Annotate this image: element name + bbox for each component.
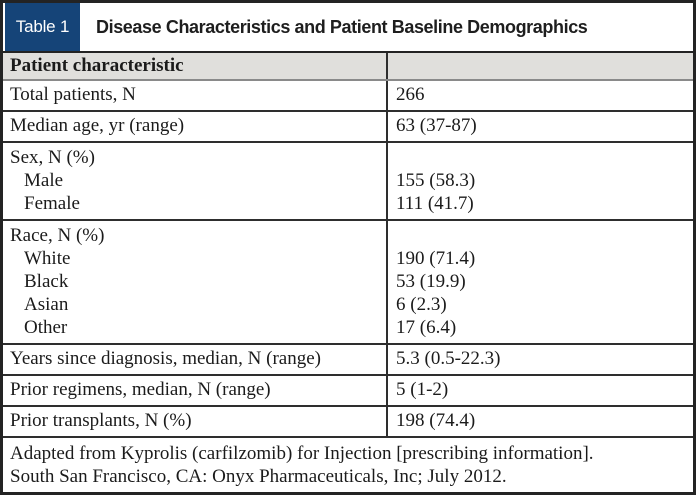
row-value: 63 (37-87) [396, 115, 477, 136]
table-row: Median age, yr (range) 63 (37-87) [3, 112, 693, 143]
footnote-line-1: Adapted from Kyprolis (carfilzomib) for … [10, 443, 594, 464]
subrow-label: White [24, 248, 71, 269]
column-header-row: Patient characteristic [3, 53, 693, 81]
subrow-label: Asian [24, 294, 69, 315]
table-row: Total patients, N 266 [3, 81, 693, 112]
row-value-group: 190 (71.4) 53 (19.9) 6 (2.3) 17 (6.4) [388, 221, 693, 343]
subrow-label: Other [24, 317, 68, 338]
row-value: 5.3 (0.5-22.3) [396, 348, 501, 369]
row-label-group: Race, N (%) White Black Asian Other [3, 221, 388, 343]
row-value: 266 [396, 84, 425, 105]
group-value-spacer [396, 224, 693, 247]
subrow-label: Female [24, 193, 80, 214]
group-label: Sex, N (%) [10, 147, 95, 168]
footnote-line-2: South San Francisco, CA: Onyx Pharmaceut… [10, 466, 507, 487]
row-label: Years since diagnosis, median, N (range) [3, 345, 388, 374]
row-label-group: Sex, N (%) Male Female [3, 143, 388, 219]
table-row: Prior transplants, N (%) 198 (74.4) [3, 407, 693, 438]
table-number-badge: Table 1 [5, 3, 80, 51]
table-footnote: Adapted from Kyprolis (carfilzomib) for … [3, 438, 693, 492]
table-title-band: Table 1 Disease Characteristics and Pati… [3, 3, 693, 53]
subrow-label: Black [24, 271, 69, 292]
row-label: Total patients, N [3, 81, 388, 110]
row-value: 5 (1-2) [396, 379, 449, 400]
column-header-value [388, 53, 693, 79]
table-title: Disease Characteristics and Patient Base… [96, 16, 588, 37]
subrow-value: 111 (41.7) [396, 193, 474, 214]
row-label: Prior transplants, N (%) [3, 407, 388, 436]
group-value-spacer [396, 146, 693, 169]
subrow-value: 6 (2.3) [396, 294, 447, 315]
row-label: Median age, yr (range) [3, 112, 388, 141]
subrow-value: 190 (71.4) [396, 248, 476, 269]
table-row: Prior regimens, median, N (range) 5 (1-2) [3, 376, 693, 407]
row-label: Prior regimens, median, N (range) [3, 376, 388, 405]
table-body: Total patients, N 266 Median age, yr (rang… [3, 81, 693, 438]
table-row: Sex, N (%) Male Female 155 (58.3) 111 (41.7) [3, 143, 693, 221]
subrow-value: 53 (19.9) [396, 271, 466, 292]
group-label: Race, N (%) [10, 225, 105, 246]
table-row: Race, N (%) White Black Asian Other 190 (71.4… [3, 221, 693, 345]
subrow-label: Male [24, 170, 64, 191]
row-value-group: 155 (58.3) 111 (41.7) [388, 143, 693, 219]
row-value: 198 (74.4) [396, 410, 476, 431]
table-row: Years since diagnosis, median, N (range)… [3, 345, 693, 376]
subrow-value: 17 (6.4) [396, 317, 457, 338]
subrow-value: 155 (58.3) [396, 170, 476, 191]
column-header-patient-characteristic: Patient characteristic [3, 53, 388, 79]
